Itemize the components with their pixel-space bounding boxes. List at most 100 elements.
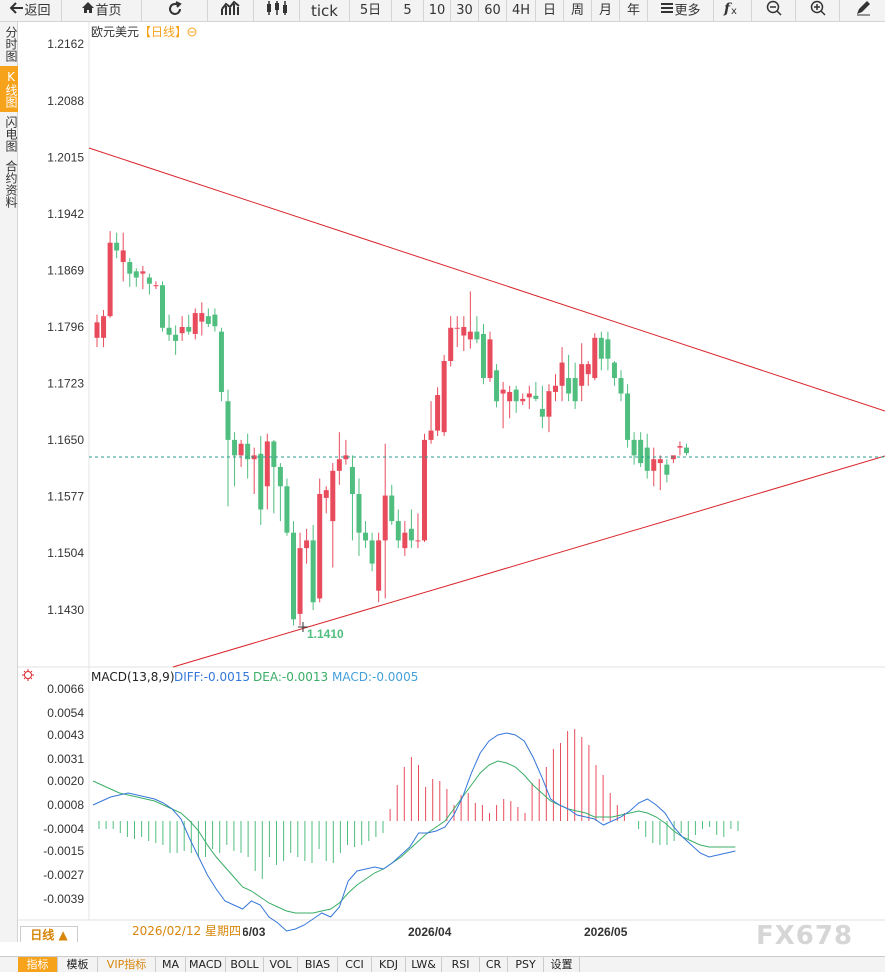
- macd-tick-label: 0.0031: [47, 752, 84, 766]
- sidebar-tab-kline[interactable]: K线图: [0, 66, 18, 112]
- candle-body: [114, 242, 120, 251]
- candle: [212, 308, 218, 332]
- candle: [441, 354, 447, 437]
- candle: [559, 347, 565, 402]
- candle: [205, 308, 211, 327]
- zoom-out-button[interactable]: [752, 0, 796, 22]
- candle: [101, 309, 107, 348]
- indicator-tab-bias[interactable]: BIAS: [298, 957, 338, 972]
- indicator-tab-ma[interactable]: MA: [156, 957, 186, 972]
- candle-body: [363, 532, 369, 541]
- candle: [657, 455, 663, 491]
- period-4h[interactable]: 4H: [507, 0, 536, 22]
- indicator-tab-rsi[interactable]: RSI: [442, 957, 480, 972]
- period-year[interactable]: 年: [620, 0, 648, 22]
- candle-body: [480, 333, 486, 379]
- sidebar-tab-contract-info[interactable]: 合约资料: [4, 160, 18, 208]
- lower-trendline[interactable]: [172, 455, 885, 668]
- candle: [304, 528, 310, 564]
- indicator-tab-cci[interactable]: CCI: [338, 957, 372, 972]
- indicator-tab-vip[interactable]: VIP指标: [98, 957, 156, 972]
- indicator-tab-psy[interactable]: PSY: [508, 957, 544, 972]
- candle: [454, 316, 460, 348]
- candle: [160, 281, 165, 332]
- candle-body: [605, 339, 611, 359]
- back-button[interactable]: 返回: [0, 0, 62, 22]
- sidebar-tab-lightning[interactable]: 闪电图: [4, 116, 18, 152]
- indicator-tab-cr[interactable]: CR: [480, 957, 508, 972]
- candle-body: [448, 327, 454, 362]
- candle-body: [173, 334, 179, 341]
- back-label: 返回: [24, 3, 51, 19]
- candle: [349, 455, 355, 541]
- symbol-title: 欧元美元: [91, 25, 139, 39]
- indicator-tab-vol[interactable]: VOL: [264, 957, 298, 972]
- candle: [192, 308, 198, 340]
- candle-body: [651, 459, 657, 471]
- period-tick[interactable]: tick: [300, 0, 350, 22]
- period-5[interactable]: 5: [392, 0, 424, 22]
- period-60[interactable]: 60: [479, 0, 507, 22]
- indicator-tab-lw[interactable]: LW&: [406, 957, 442, 972]
- chart-type-button[interactable]: [208, 0, 254, 22]
- indicator-tab-kdj[interactable]: KDJ: [372, 957, 406, 972]
- price-tick-label: 1.2088: [47, 94, 84, 108]
- zoom-in-button[interactable]: [796, 0, 840, 22]
- indicator-tab-template[interactable]: 模板: [58, 957, 98, 972]
- macd-settings-icon[interactable]: [22, 669, 34, 681]
- upper-trendline[interactable]: [88, 147, 885, 412]
- candle-body: [487, 339, 493, 379]
- dea-line: [92, 760, 736, 914]
- back-arrow-icon: [10, 0, 24, 22]
- price-tick-label: 1.1942: [47, 207, 84, 221]
- period-10[interactable]: 10: [424, 0, 451, 22]
- indicator-tab-settings[interactable]: 设置: [544, 957, 580, 972]
- sidebar: 分时图 K线图 闪电图 合约资料: [0, 22, 18, 942]
- candle: [127, 258, 133, 287]
- period-30[interactable]: 30: [451, 0, 479, 22]
- candle-body: [212, 314, 218, 327]
- candle: [232, 432, 238, 487]
- candle-body: [500, 389, 506, 394]
- candle: [120, 232, 126, 282]
- draw-button[interactable]: [840, 0, 885, 22]
- candlestick-button[interactable]: [254, 0, 300, 22]
- candle: [539, 385, 545, 429]
- macd-tick-label: -0.0027: [43, 868, 84, 882]
- kline-chart[interactable]: 欧元美元 【日线】 1.2162 1.2088 1.2015 1.1942 1.1869…: [18, 22, 885, 942]
- sidebar-tab-timeshare[interactable]: 分时图: [4, 26, 18, 62]
- candle: [277, 463, 283, 522]
- period-month[interactable]: 月: [592, 0, 620, 22]
- refresh-button[interactable]: [142, 0, 208, 22]
- candle-body: [369, 540, 375, 564]
- candle: [553, 374, 558, 402]
- price-tick-label: 1.1869: [47, 264, 84, 278]
- chart-area[interactable]: 欧元美元 【日线】 1.2162 1.2088 1.2015 1.1942 1.1869…: [18, 22, 885, 945]
- candle-body: [428, 430, 434, 440]
- candle-body: [644, 447, 650, 471]
- period-5-day[interactable]: 5日: [350, 0, 392, 22]
- period-week[interactable]: 周: [564, 0, 592, 22]
- indicator-tab-zhibiao[interactable]: 指标: [18, 957, 58, 972]
- candle-body: [186, 327, 192, 332]
- more-button[interactable]: 更多: [648, 0, 714, 22]
- candle-body: [553, 385, 558, 392]
- candle-body: [271, 441, 277, 467]
- candle-body: [120, 250, 126, 263]
- candle-body: [317, 494, 323, 599]
- candle-body: [277, 466, 283, 487]
- candle-body: [520, 398, 526, 402]
- period-selector[interactable]: 日线 ▲: [20, 926, 78, 942]
- zoom-out-icon: [766, 0, 782, 24]
- period-day[interactable]: 日: [536, 0, 564, 22]
- candle-body: [415, 540, 421, 542]
- indicator-tab-macd[interactable]: MACD: [186, 957, 226, 972]
- candle-body: [356, 494, 362, 533]
- collapse-icon[interactable]: [187, 27, 197, 37]
- home-button[interactable]: 首页: [62, 0, 142, 22]
- indicator-tab-boll[interactable]: BOLL: [226, 957, 264, 972]
- price-axis: 1.2162 1.2088 1.2015 1.1942 1.1869 1.1796 1.17…: [47, 37, 84, 617]
- candle: [598, 331, 604, 371]
